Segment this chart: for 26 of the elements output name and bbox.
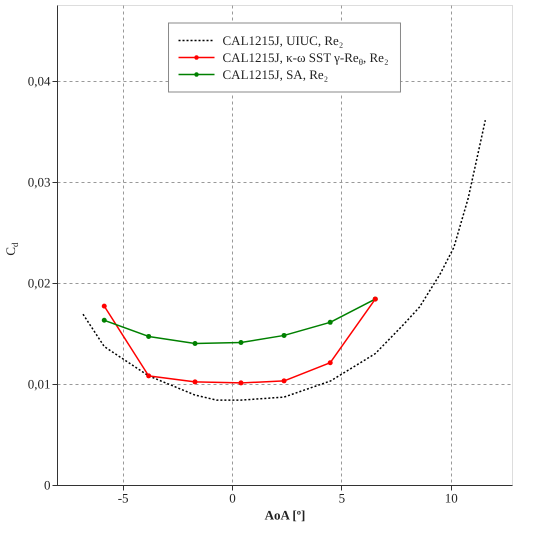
x-tick-label: 10 (444, 490, 458, 506)
y-tick-label: 0,03 (28, 174, 50, 190)
y-tick-label: 0,02 (28, 275, 50, 290)
point (282, 332, 287, 338)
line-series (82, 119, 486, 401)
point (102, 318, 107, 323)
x-axis-title: AoA [º] (264, 508, 306, 522)
point (102, 304, 107, 309)
point (328, 360, 333, 366)
x-tick-label: 0 (229, 490, 236, 506)
x-tick-label: -5 (118, 490, 129, 506)
legend-label: CAL1215J, UIUC, Re₂ (222, 33, 344, 48)
point (192, 379, 198, 384)
y-tick-label: 0 (44, 478, 50, 492)
point (238, 380, 244, 386)
point (192, 341, 198, 346)
y-tick-label: 0,01 (28, 376, 50, 392)
point (146, 373, 152, 378)
point (238, 340, 244, 346)
y-tick-label: 0,04 (28, 73, 51, 88)
legend-label: CAL1215J, SA, Re₂ (222, 67, 328, 82)
x-tick-label: 5 (338, 490, 346, 506)
point (146, 334, 152, 339)
y-axis-title: Cd (3, 242, 20, 256)
point (282, 378, 287, 384)
point (328, 320, 333, 325)
